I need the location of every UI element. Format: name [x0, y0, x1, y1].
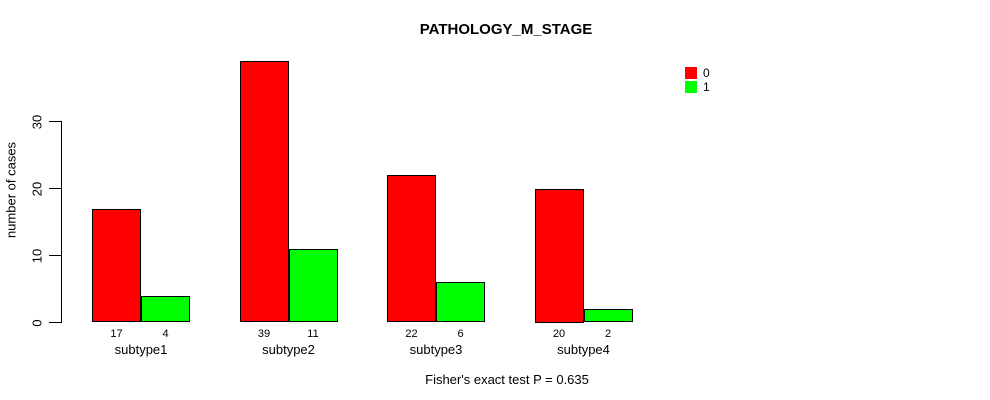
bar-value-subtype3-series0: 22 [405, 328, 418, 340]
bar-value-subtype2-series1: 11 [307, 328, 319, 340]
bar-subtype2-series1 [288, 248, 338, 323]
fisher-test-note: Fisher's exact test P = 0.635 [425, 372, 589, 387]
category-label-subtype3: subtype3 [409, 342, 463, 357]
legend-label-0: 0 [703, 66, 710, 80]
y-tick-0 [49, 322, 61, 323]
chart-title: PATHOLOGY_M_STAGE [419, 21, 593, 38]
bar-subtype3-series1 [436, 282, 485, 323]
category-label-subtype2: subtype2 [262, 342, 315, 357]
y-tick-label-0: 0 [29, 318, 45, 327]
y-tick-label-30: 30 [29, 114, 45, 129]
bar-subtype4-series0 [534, 188, 584, 323]
category-label-subtype1: subtype1 [114, 342, 168, 357]
bar-value-subtype1-series1: 4 [162, 328, 169, 340]
y-tick-label-20: 20 [29, 181, 45, 196]
bar-value-subtype4-series0: 20 [552, 328, 566, 340]
y-tick-30 [49, 121, 61, 122]
legend: 0 1 [685, 66, 710, 94]
bar-value-subtype1-series0: 17 [110, 328, 123, 340]
legend-label-1: 1 [703, 80, 710, 94]
legend-swatch-green [685, 81, 697, 93]
bar-subtype4-series1 [583, 309, 633, 323]
y-tick-10 [49, 255, 61, 256]
bar-subtype1-series0 [92, 208, 141, 323]
legend-swatch-red [685, 67, 697, 79]
bar-subtype1-series1 [141, 295, 190, 323]
category-label-subtype4: subtype4 [557, 342, 610, 357]
bar-value-subtype2-series0: 39 [257, 328, 271, 340]
bar-subtype2-series0 [239, 61, 289, 323]
y-tick-label-10: 10 [29, 248, 45, 263]
bar-value-subtype4-series1: 2 [604, 328, 612, 340]
legend-item-1: 1 [685, 80, 710, 94]
legend-item-0: 0 [685, 66, 710, 80]
y-axis-line [61, 121, 62, 323]
bar-value-subtype3-series1: 6 [457, 328, 464, 340]
y-tick-20 [49, 188, 61, 189]
bar-subtype3-series0 [387, 175, 436, 323]
y-axis-label: number of cases [3, 141, 19, 239]
